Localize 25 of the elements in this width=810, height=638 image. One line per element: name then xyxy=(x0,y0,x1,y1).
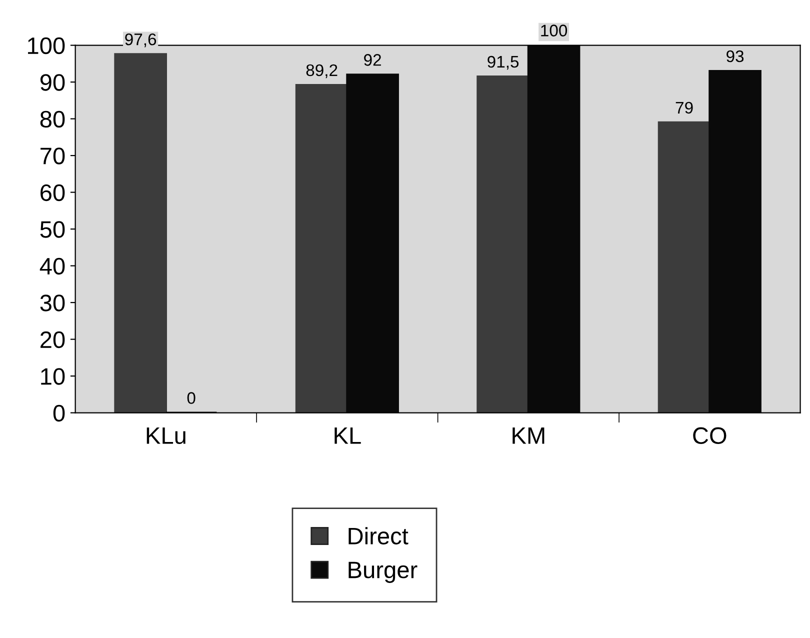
y-tick-label: 30 xyxy=(40,294,65,312)
data-label: 93 xyxy=(726,50,744,62)
x-tick-label: CO xyxy=(693,427,726,444)
legend-label: Burger xyxy=(348,562,418,583)
x-tick-label: KLu xyxy=(146,428,186,444)
y-tick-label: 90 xyxy=(40,74,65,91)
data-label: 91,5 xyxy=(488,56,519,70)
data-label: 0 xyxy=(187,392,196,404)
x-tick-label: KM xyxy=(512,428,544,444)
y-tick-label: 70 xyxy=(40,148,65,164)
x-tick-label: KL xyxy=(334,428,361,444)
data-label: 97,6 xyxy=(125,33,156,48)
y-tick-label: 50 xyxy=(40,221,65,238)
y-tick-label: 80 xyxy=(40,110,65,128)
y-tick-label: 20 xyxy=(40,331,65,348)
y-tick-label: 40 xyxy=(40,258,65,275)
data-label: 100 xyxy=(541,24,568,36)
y-tick-label: 0 xyxy=(53,404,65,422)
legend-label: Direct xyxy=(348,527,408,544)
data-label: 89,2 xyxy=(306,64,338,78)
data-label: 79 xyxy=(676,102,693,114)
y-tick-label: 10 xyxy=(41,368,65,385)
y-tick-label: 100 xyxy=(28,37,65,54)
data-label: 92 xyxy=(364,54,381,66)
y-tick-label: 60 xyxy=(40,184,65,202)
